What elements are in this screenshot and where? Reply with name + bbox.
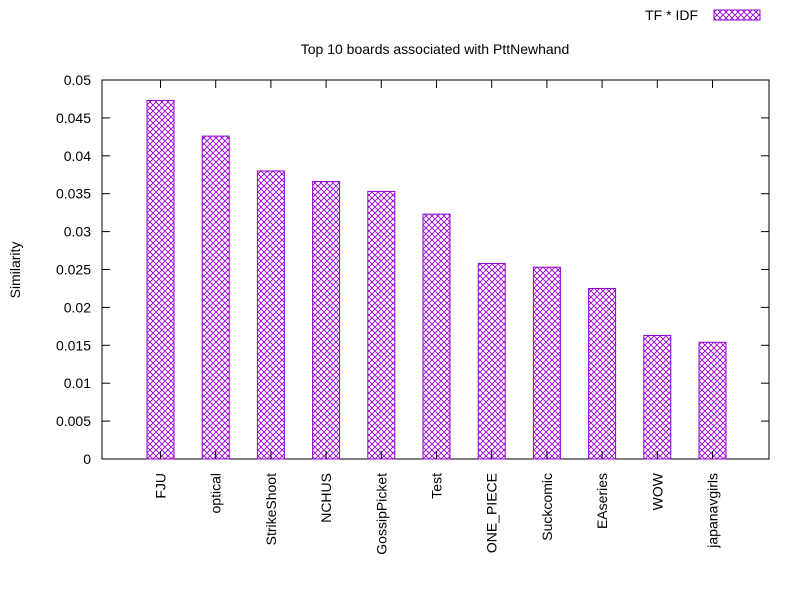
bar-Suckcomic xyxy=(532,266,561,460)
y-tick-label: 0 xyxy=(83,451,91,467)
y-tick-label: 0.02 xyxy=(64,299,91,315)
bar-WOW xyxy=(643,334,672,460)
y-tick-label: 0.01 xyxy=(64,375,91,391)
x-tick-label: EAseries xyxy=(594,473,610,529)
bar-StrikeShoot xyxy=(256,170,285,460)
bar-FJU xyxy=(146,99,175,460)
y-axis: 0 0.005 0.01 0.015 0.02 0.025 0.03 0.035 0.04 0.0… xyxy=(56,72,769,467)
bar-NCHUS xyxy=(312,181,341,460)
x-tick-label: ONE_PIECE xyxy=(484,473,500,553)
bar-japanavgirls xyxy=(698,341,727,460)
x-tick-label: optical xyxy=(208,473,224,513)
y-tick-label: 0.005 xyxy=(56,413,91,429)
x-tick-label: Test xyxy=(429,473,445,499)
bar-EAseries xyxy=(588,287,617,460)
y-tick-label: 0.035 xyxy=(56,186,91,202)
bar-ONE_PIECE xyxy=(477,262,506,460)
bars xyxy=(146,99,727,460)
bar-optical xyxy=(201,135,230,460)
x-axis: FJU optical StrikeShoot NCHUS GossipPicket Te… xyxy=(153,80,721,555)
x-tick-label: FJU xyxy=(153,473,169,499)
x-tick-label: NCHUS xyxy=(318,473,334,523)
y-axis-label: Similarity xyxy=(7,242,23,299)
legend: TF * IDF xyxy=(645,7,761,23)
x-tick-label: StrikeShoot xyxy=(263,473,279,545)
x-tick-label: Suckcomic xyxy=(539,473,555,541)
bar-GossipPicket xyxy=(367,190,396,460)
y-tick-label: 0.05 xyxy=(64,72,91,88)
legend-swatch xyxy=(713,9,761,21)
y-tick-label: 0.04 xyxy=(64,148,91,164)
legend-label: TF * IDF xyxy=(645,7,698,23)
y-tick-label: 0.03 xyxy=(64,224,91,240)
bar-Test xyxy=(422,213,451,460)
x-tick-label: WOW xyxy=(649,472,665,510)
x-tick-label: GossipPicket xyxy=(373,473,389,555)
y-tick-label: 0.045 xyxy=(56,110,91,126)
chart-title: Top 10 boards associated with PttNewhand xyxy=(301,41,570,57)
x-tick-label: japanavgirls xyxy=(705,473,721,549)
y-tick-label: 0.015 xyxy=(56,337,91,353)
y-tick-label: 0.025 xyxy=(56,262,91,278)
